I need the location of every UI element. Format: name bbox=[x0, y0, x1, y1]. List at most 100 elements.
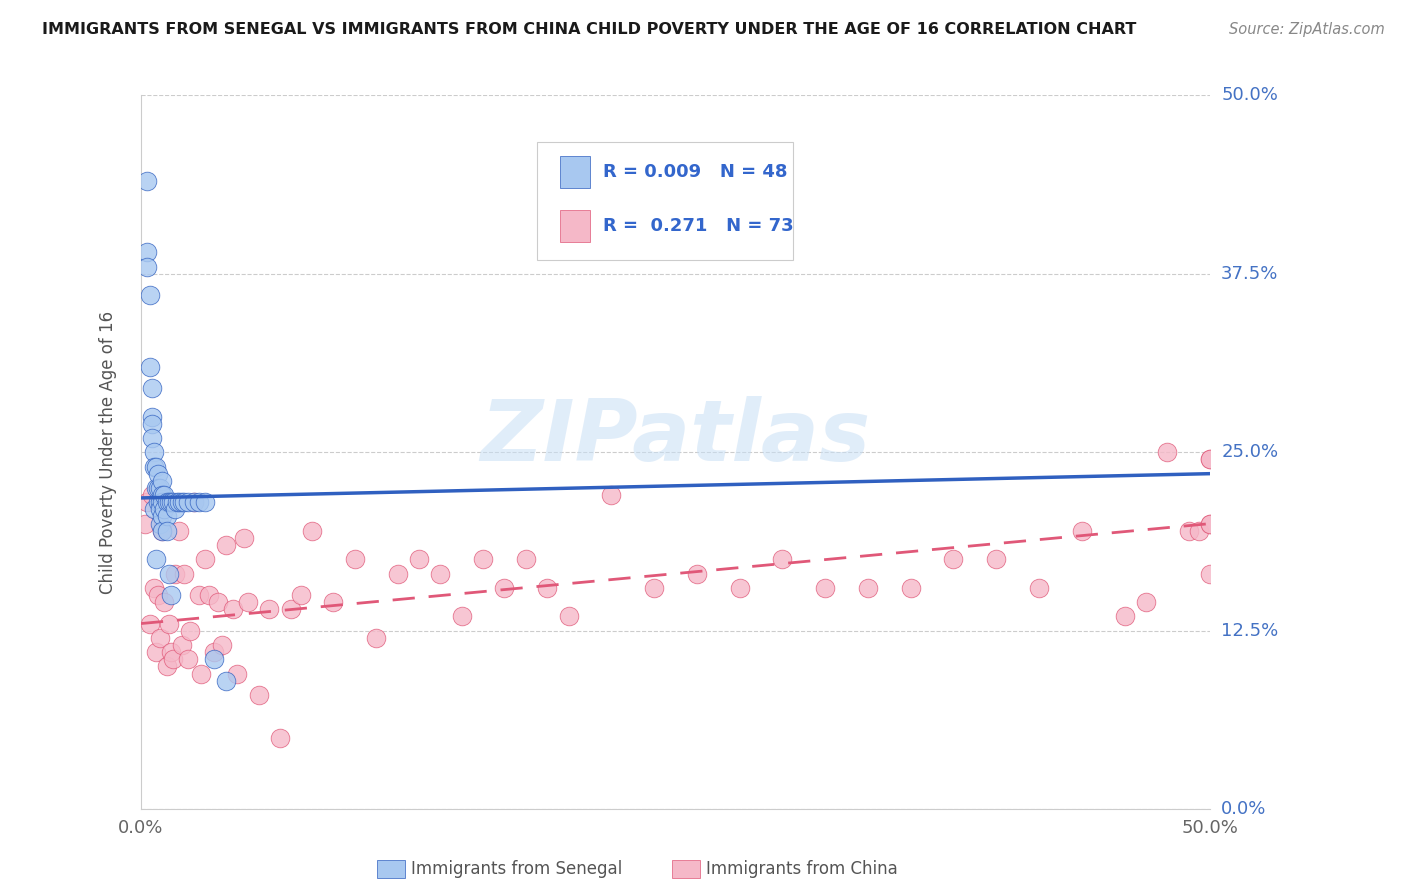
Point bbox=[145, 552, 167, 566]
Text: 37.5%: 37.5% bbox=[1222, 265, 1278, 283]
Point bbox=[150, 509, 173, 524]
Point bbox=[145, 459, 167, 474]
Point bbox=[290, 588, 312, 602]
Point bbox=[942, 552, 965, 566]
Point bbox=[536, 581, 558, 595]
Point bbox=[187, 588, 209, 602]
Point bbox=[160, 588, 183, 602]
Point bbox=[153, 488, 176, 502]
Point bbox=[900, 581, 922, 595]
Point bbox=[150, 524, 173, 538]
Point bbox=[856, 581, 879, 595]
Point bbox=[142, 445, 165, 459]
Point bbox=[153, 502, 176, 516]
Text: Immigrants from China: Immigrants from China bbox=[706, 860, 897, 878]
Point bbox=[145, 481, 167, 495]
Point bbox=[1028, 581, 1050, 595]
Point bbox=[146, 588, 169, 602]
Point bbox=[1199, 452, 1222, 467]
Text: 50.0%: 50.0% bbox=[1222, 87, 1278, 104]
Point bbox=[150, 495, 173, 509]
Point bbox=[280, 602, 302, 616]
Point bbox=[141, 417, 163, 431]
Point bbox=[157, 566, 180, 581]
Point bbox=[194, 552, 217, 566]
Point bbox=[343, 552, 366, 566]
Point bbox=[177, 495, 200, 509]
Point bbox=[450, 609, 472, 624]
FancyBboxPatch shape bbox=[560, 156, 591, 188]
FancyBboxPatch shape bbox=[560, 210, 591, 242]
Point bbox=[169, 495, 191, 509]
Point bbox=[160, 495, 183, 509]
Point bbox=[146, 467, 169, 481]
Point bbox=[150, 524, 173, 538]
Point bbox=[153, 595, 176, 609]
Point bbox=[179, 624, 201, 638]
Point bbox=[142, 459, 165, 474]
Point bbox=[366, 631, 388, 645]
Point bbox=[149, 631, 172, 645]
Point bbox=[515, 552, 537, 566]
Point bbox=[1199, 516, 1222, 531]
Point bbox=[207, 595, 229, 609]
Point bbox=[190, 666, 212, 681]
Point bbox=[198, 588, 221, 602]
Point bbox=[173, 566, 195, 581]
Point bbox=[177, 652, 200, 666]
Point bbox=[146, 495, 169, 509]
Point bbox=[211, 638, 233, 652]
Point bbox=[187, 495, 209, 509]
Point bbox=[156, 509, 179, 524]
Point bbox=[259, 602, 281, 616]
Text: R = 0.009   N = 48: R = 0.009 N = 48 bbox=[603, 163, 787, 181]
Point bbox=[222, 602, 245, 616]
Point bbox=[215, 673, 238, 688]
Point bbox=[156, 524, 179, 538]
Point bbox=[1177, 524, 1199, 538]
Point bbox=[150, 488, 173, 502]
Text: IMMIGRANTS FROM SENEGAL VS IMMIGRANTS FROM CHINA CHILD POVERTY UNDER THE AGE OF : IMMIGRANTS FROM SENEGAL VS IMMIGRANTS FR… bbox=[42, 22, 1136, 37]
Point bbox=[600, 488, 623, 502]
Text: R =  0.271   N = 73: R = 0.271 N = 73 bbox=[603, 217, 793, 235]
Point bbox=[142, 502, 165, 516]
Point bbox=[149, 502, 172, 516]
Point bbox=[472, 552, 495, 566]
Point bbox=[156, 659, 179, 673]
Point bbox=[183, 495, 205, 509]
Point bbox=[142, 581, 165, 595]
Point bbox=[170, 495, 193, 509]
Point bbox=[194, 495, 217, 509]
Text: Source: ZipAtlas.com: Source: ZipAtlas.com bbox=[1229, 22, 1385, 37]
Point bbox=[166, 495, 188, 509]
Point bbox=[162, 495, 184, 509]
Point bbox=[247, 688, 270, 702]
Point bbox=[1199, 566, 1222, 581]
Point bbox=[149, 495, 172, 509]
Point bbox=[136, 245, 159, 260]
Point bbox=[1156, 445, 1178, 459]
Point bbox=[141, 431, 163, 445]
Point bbox=[728, 581, 751, 595]
Text: Immigrants from Senegal: Immigrants from Senegal bbox=[411, 860, 621, 878]
Point bbox=[1070, 524, 1092, 538]
Point bbox=[160, 645, 183, 659]
Point bbox=[429, 566, 451, 581]
Point bbox=[1135, 595, 1157, 609]
Point bbox=[157, 495, 180, 509]
Point bbox=[134, 516, 156, 531]
Point bbox=[170, 638, 193, 652]
Text: 25.0%: 25.0% bbox=[1222, 443, 1278, 461]
Point bbox=[141, 381, 163, 395]
Point bbox=[149, 481, 172, 495]
Point bbox=[138, 288, 160, 302]
Point bbox=[226, 666, 249, 681]
Point bbox=[183, 495, 205, 509]
Text: 0.0%: 0.0% bbox=[1222, 800, 1267, 818]
Point bbox=[387, 566, 409, 581]
FancyBboxPatch shape bbox=[537, 142, 793, 260]
Point bbox=[232, 531, 254, 545]
Point bbox=[494, 581, 516, 595]
Point bbox=[165, 502, 187, 516]
Point bbox=[173, 495, 195, 509]
